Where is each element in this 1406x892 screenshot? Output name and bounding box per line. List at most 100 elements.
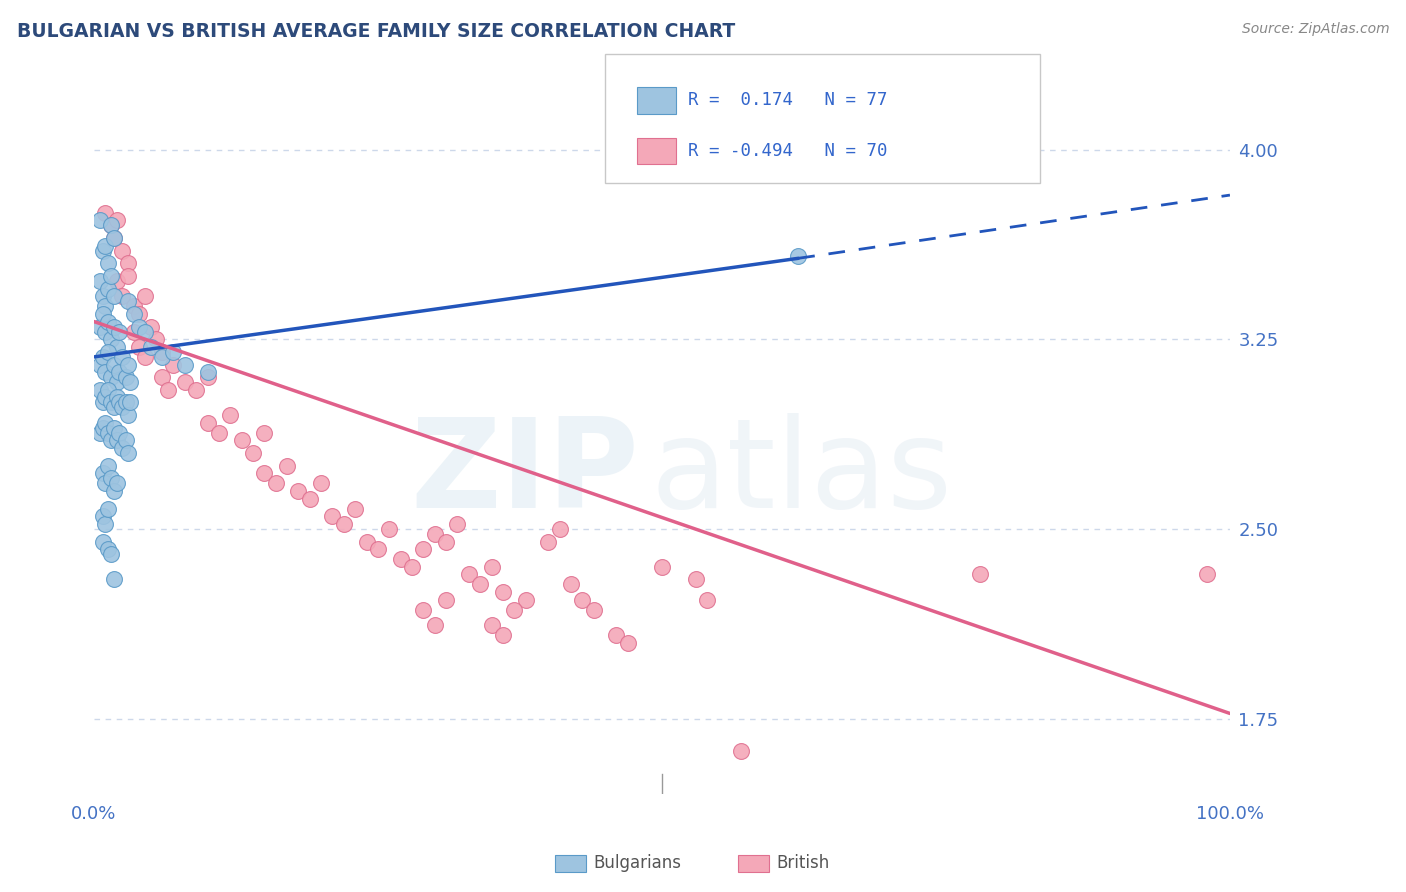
Point <box>100 471 122 485</box>
Point <box>186 383 208 397</box>
Point <box>91 509 114 524</box>
Point <box>481 559 503 574</box>
Point <box>1197 567 1219 582</box>
Point <box>89 213 111 227</box>
Point <box>97 282 120 296</box>
Point <box>434 534 457 549</box>
Point <box>173 358 195 372</box>
Point <box>401 559 423 574</box>
Point <box>173 375 195 389</box>
Point <box>117 256 139 270</box>
Text: atlas: atlas <box>651 413 953 533</box>
Point <box>89 358 111 372</box>
Point <box>105 434 128 448</box>
Point <box>128 340 150 354</box>
Point <box>571 592 593 607</box>
Point <box>139 319 162 334</box>
Point <box>108 425 131 440</box>
Point <box>111 441 134 455</box>
Point <box>197 370 219 384</box>
Text: Bulgarians: Bulgarians <box>593 855 682 872</box>
Point <box>108 365 131 379</box>
Point <box>94 325 117 339</box>
Point <box>100 219 122 233</box>
Point <box>481 618 503 632</box>
Point <box>94 238 117 252</box>
Text: R = -0.494   N = 70: R = -0.494 N = 70 <box>688 142 887 160</box>
Point <box>150 370 173 384</box>
Point <box>446 516 468 531</box>
Point <box>423 527 446 541</box>
Text: BULGARIAN VS BRITISH AVERAGE FAMILY SIZE CORRELATION CHART: BULGARIAN VS BRITISH AVERAGE FAMILY SIZE… <box>17 22 735 41</box>
Point <box>105 274 128 288</box>
Point <box>97 314 120 328</box>
Point <box>108 325 131 339</box>
Point <box>344 501 367 516</box>
Point <box>298 491 321 506</box>
Point <box>103 289 125 303</box>
Point <box>100 547 122 561</box>
Point <box>122 299 145 313</box>
Point <box>89 319 111 334</box>
Point <box>97 344 120 359</box>
Point <box>287 483 309 498</box>
Point <box>117 446 139 460</box>
Point <box>197 365 219 379</box>
Point <box>134 325 156 339</box>
Point <box>309 476 332 491</box>
Point <box>605 628 627 642</box>
Point <box>94 416 117 430</box>
Point <box>128 319 150 334</box>
Point <box>89 425 111 440</box>
Point <box>128 307 150 321</box>
Point <box>97 458 120 473</box>
Point <box>103 573 125 587</box>
Point <box>548 522 571 536</box>
Point <box>969 567 991 582</box>
Point <box>103 319 125 334</box>
Point <box>253 467 276 481</box>
Point <box>105 390 128 404</box>
Point <box>100 219 122 233</box>
Point <box>114 370 136 384</box>
Point <box>208 425 231 440</box>
Text: British: British <box>776 855 830 872</box>
Point <box>94 206 117 220</box>
Point <box>94 516 117 531</box>
Point <box>162 344 184 359</box>
Point <box>94 299 117 313</box>
Point <box>367 542 389 557</box>
Point <box>685 573 707 587</box>
Point <box>219 408 242 422</box>
Point <box>412 542 434 557</box>
Point <box>503 603 526 617</box>
Point <box>434 592 457 607</box>
Point <box>515 592 537 607</box>
Point <box>103 231 125 245</box>
Point <box>91 421 114 435</box>
Point <box>264 476 287 491</box>
Text: R =  0.174   N = 77: R = 0.174 N = 77 <box>688 91 887 110</box>
Point <box>253 425 276 440</box>
Point <box>91 395 114 409</box>
Point <box>111 350 134 364</box>
Point <box>91 289 114 303</box>
Point <box>91 534 114 549</box>
Point <box>97 256 120 270</box>
Point <box>423 618 446 632</box>
Point <box>457 567 479 582</box>
Point <box>389 552 412 566</box>
Point <box>145 332 167 346</box>
Point <box>651 559 673 574</box>
Point <box>730 744 752 758</box>
Point <box>321 509 343 524</box>
Point <box>105 476 128 491</box>
Point <box>470 577 492 591</box>
Point <box>492 585 515 599</box>
Point <box>97 501 120 516</box>
Point <box>91 467 114 481</box>
Point <box>120 375 142 389</box>
Point <box>108 395 131 409</box>
Point <box>91 350 114 364</box>
Point <box>560 577 582 591</box>
